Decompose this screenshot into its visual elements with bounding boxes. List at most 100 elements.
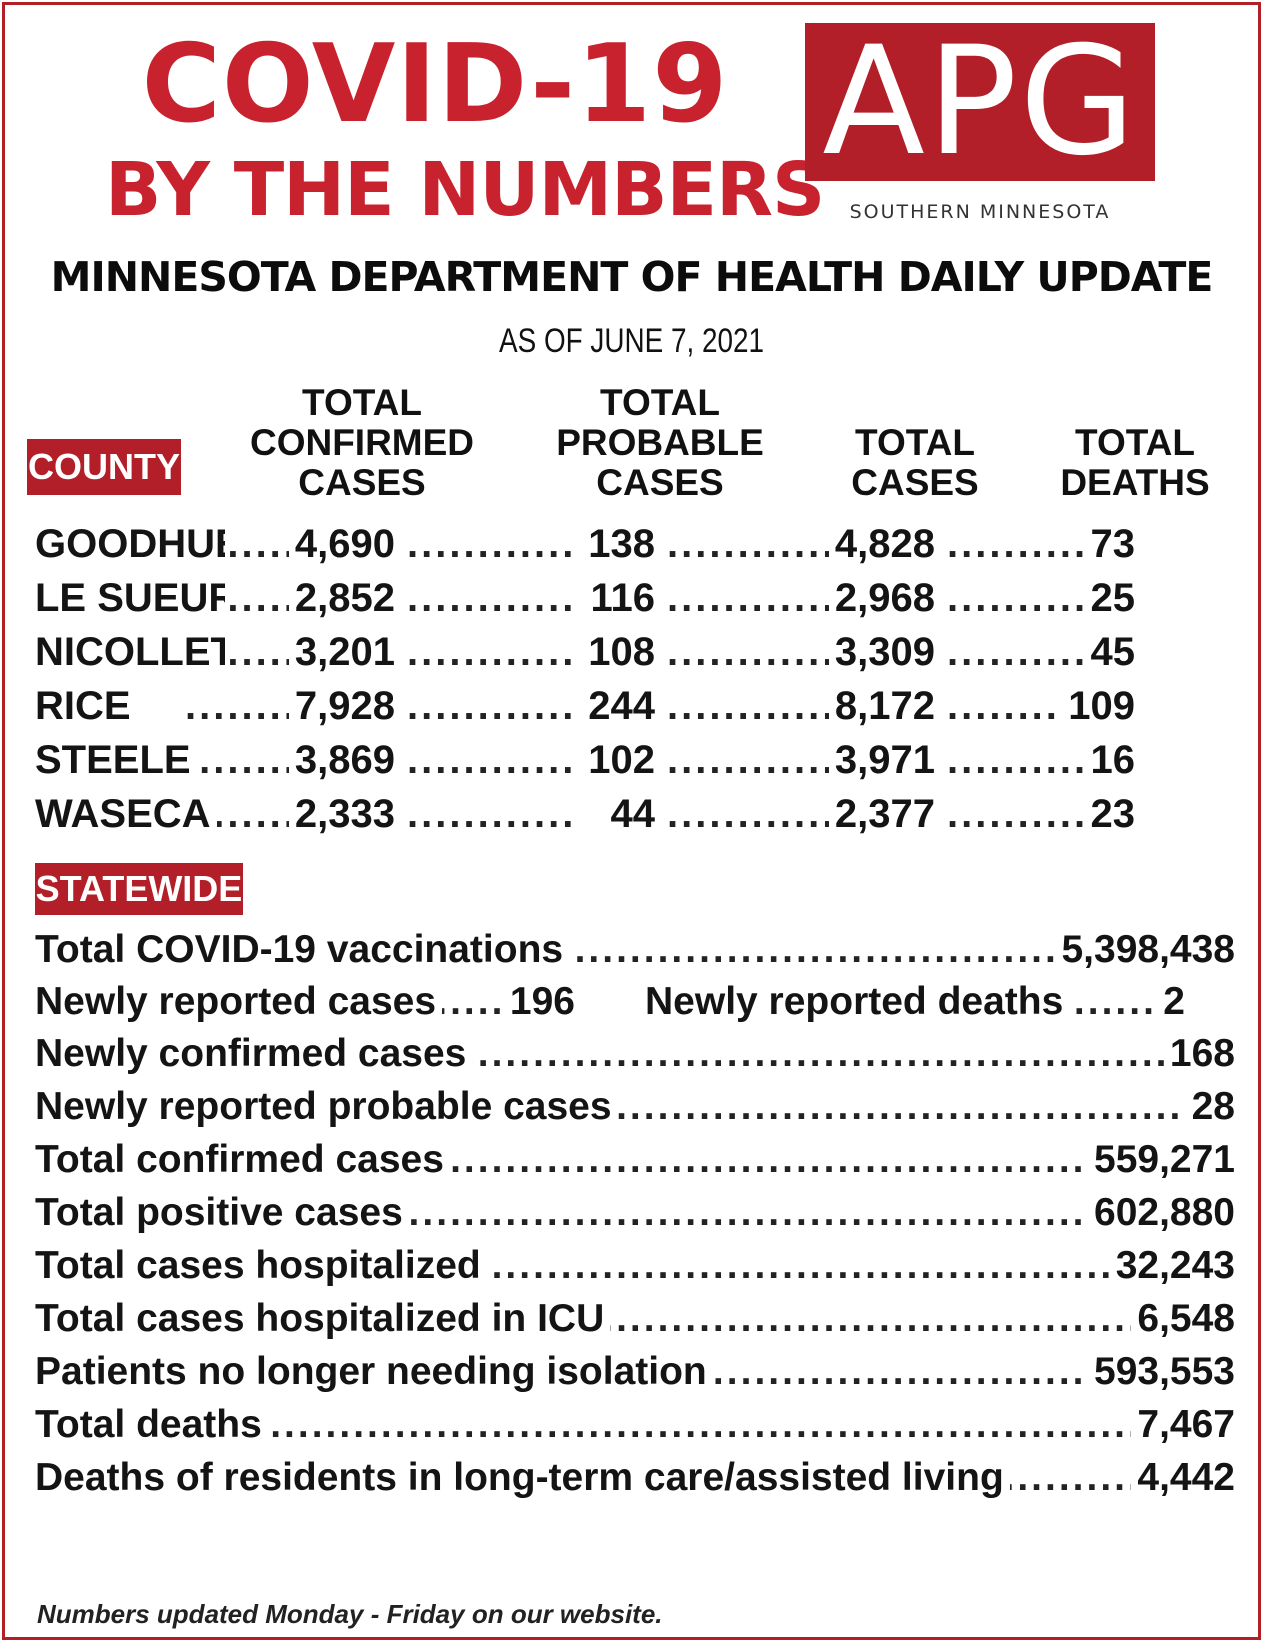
statewide-value: 602,880 (1088, 1186, 1235, 1240)
col-header-line: TOTAL (1075, 422, 1195, 463)
statewide-value: 32,243 (1109, 1239, 1235, 1293)
county-row-le-sueur: ........................................… (35, 571, 1195, 625)
leader-dots: ........................................… (947, 576, 1097, 620)
col-header-total-deaths: TOTAL DEATHS (1015, 423, 1255, 507)
leader-dots: ........................................… (667, 576, 837, 620)
county-cell-county: LE SUEUR (35, 571, 225, 625)
leader-dots: ........................................… (407, 522, 577, 566)
county-cell-probable: 44 (505, 787, 655, 841)
apg-logo-text: APG (822, 15, 1138, 189)
headline-by-the-numbers: BY THE NUMBERS (105, 147, 825, 233)
statewide-value: 593,553 (1088, 1345, 1235, 1399)
statewide-label: Total deaths (35, 1398, 268, 1452)
leader-dots: ........................................… (407, 630, 577, 674)
statewide-label: Total cases hospitalized (35, 1239, 487, 1293)
leader-dots: ........................................… (407, 684, 577, 728)
col-header-total-cases: TOTAL CASES (795, 423, 1035, 507)
statewide-value: 6,548 (1131, 1292, 1235, 1346)
county-cell-total: 3,971 (755, 733, 935, 787)
statewide-tag: STATEWIDE (35, 863, 243, 915)
statewide-row: ........................................… (35, 1398, 1235, 1452)
leader-dots: ........................................… (667, 522, 837, 566)
statewide-value: 5,398,438 (1055, 923, 1235, 977)
county-cell-probable: 108 (505, 625, 655, 679)
col-header-line: PROBABLE (556, 422, 764, 463)
statewide-row: ........................................… (35, 1027, 1235, 1081)
county-cell-county: WASECA (35, 787, 225, 841)
statewide-row: ........................................… (35, 1239, 1235, 1293)
col-header-line: CASES (596, 462, 724, 503)
county-cell-probable: 244 (505, 679, 655, 733)
statewide-label: Newly confirmed cases (35, 1027, 473, 1081)
county-row-waseca: ........................................… (35, 787, 1195, 841)
county-cell-probable: 116 (505, 571, 655, 625)
statewide-label: Total cases hospitalized in ICU (35, 1292, 611, 1346)
leader-dots: ........................................… (667, 630, 837, 674)
county-cell-county: GOODHUE (35, 517, 225, 571)
statewide-value: 168 (1163, 1027, 1235, 1081)
new-cases-value: 196 (503, 975, 575, 1029)
statewide-label: Total positive cases (35, 1186, 409, 1240)
statewide-label: Deaths of residents in long-term care/as… (35, 1451, 1010, 1505)
county-cell-deaths: 109 (1015, 679, 1135, 733)
col-header-line: CASES (298, 462, 426, 503)
county-cell-confirmed: 3,869 (235, 733, 395, 787)
new-deaths-label: Newly reported deaths (645, 975, 1070, 1029)
statewide-row: ........................................… (35, 1451, 1235, 1505)
statewide-label: Total COVID-19 vaccinations (35, 923, 570, 977)
leader-dots: ........................................… (947, 630, 1097, 674)
statewide-value: 4,442 (1131, 1451, 1235, 1505)
statewide-row: ........................................… (35, 1133, 1235, 1187)
col-header-total-confirmed-cases: TOTAL CONFIRMED CASES (227, 383, 497, 507)
statewide-row: ........................................… (35, 1186, 1235, 1240)
leader-dots: ........................................… (667, 792, 837, 836)
statewide-row-new-cases-deaths: ........................................… (35, 975, 1235, 1029)
statewide-label: Patients no longer needing isolation (35, 1345, 713, 1399)
statewide-value: 28 (1185, 1080, 1235, 1134)
footer-note: Numbers updated Monday - Friday on our w… (37, 1599, 663, 1629)
county-cell-county: NICOLLET (35, 625, 225, 679)
new-deaths-value: 2 (1157, 975, 1185, 1029)
new-cases-label: Newly reported cases (35, 975, 443, 1029)
county-cell-county: RICE (35, 679, 225, 733)
county-cell-deaths: 73 (1015, 517, 1135, 571)
county-cell-deaths: 25 (1015, 571, 1135, 625)
county-cell-total: 2,968 (755, 571, 935, 625)
county-cell-deaths: 23 (1015, 787, 1135, 841)
headline-covid19: COVID-19 (141, 22, 729, 147)
leader-dots: ........................................… (947, 792, 1097, 836)
col-header-line: CASES (851, 462, 979, 503)
county-cell-probable: 102 (505, 733, 655, 787)
col-header-line: TOTAL (855, 422, 975, 463)
county-cell-total: 8,172 (755, 679, 935, 733)
col-header-line: TOTAL (600, 382, 720, 423)
leader-dots: ........................................… (407, 792, 577, 836)
col-header-line: DEATHS (1060, 462, 1210, 503)
county-cell-total: 3,309 (755, 625, 935, 679)
leader-dots: ........................................… (947, 522, 1097, 566)
county-cell-confirmed: 4,690 (235, 517, 395, 571)
county-cell-county: STEELE (35, 733, 225, 787)
county-cell-total: 4,828 (755, 517, 935, 571)
county-cell-confirmed: 2,852 (235, 571, 395, 625)
county-cell-deaths: 16 (1015, 733, 1135, 787)
new-deaths-group: ........................................… (645, 975, 1185, 1029)
leader-dots: ........................................… (667, 684, 837, 728)
new-cases-group: ........................................… (35, 975, 575, 1029)
leader-dots: ........................................… (407, 738, 577, 782)
county-cell-total: 2,377 (755, 787, 935, 841)
leader-dots: ........................................… (667, 738, 837, 782)
statewide-label: Newly reported probable cases (35, 1080, 618, 1134)
statewide-row: ........................................… (35, 1345, 1235, 1399)
county-row-steele: ........................................… (35, 733, 1195, 787)
statewide-value: 7,467 (1131, 1398, 1235, 1452)
county-cell-confirmed: 2,333 (235, 787, 395, 841)
county-row-nicollet: ........................................… (35, 625, 1195, 679)
county-cell-confirmed: 7,928 (235, 679, 395, 733)
county-cell-confirmed: 3,201 (235, 625, 395, 679)
col-header-line: TOTAL (302, 382, 422, 423)
county-row-goodhue: ........................................… (35, 517, 1195, 571)
apg-logo: APG (805, 23, 1155, 181)
statewide-row: ........................................… (35, 1292, 1235, 1346)
